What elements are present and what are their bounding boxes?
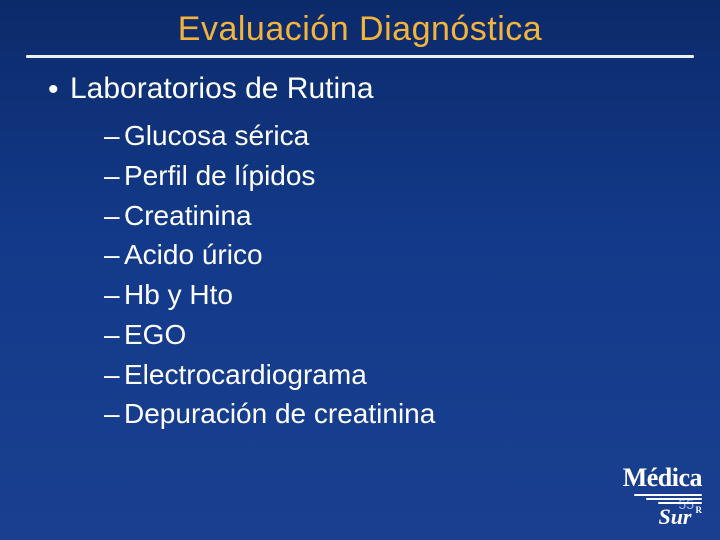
- level2-text: Electrocardiograma: [124, 359, 367, 390]
- level2-item: – Glucosa sérica: [104, 116, 680, 156]
- level2-text: EGO: [124, 319, 186, 350]
- level2-item: – Creatinina: [104, 196, 680, 236]
- logo-line1: Médica: [623, 465, 702, 491]
- dash-icon: –: [104, 196, 124, 236]
- level2-item: – Electrocardiograma: [104, 355, 680, 395]
- slide: Evaluación Diagnóstica •Laboratorios de …: [0, 0, 720, 540]
- level1-text: Laboratorios de Rutina: [70, 72, 374, 105]
- dash-icon: –: [104, 156, 124, 196]
- level2-text: Acido úrico: [124, 239, 263, 270]
- level2-text: Perfil de lípidos: [124, 160, 315, 191]
- level2-item: – EGO: [104, 315, 680, 355]
- level2-item: – Hb y Hto: [104, 275, 680, 315]
- level2-text: Creatinina: [124, 200, 252, 231]
- slide-title: Evaluación Diagnóstica: [0, 0, 720, 49]
- dash-icon: –: [104, 275, 124, 315]
- level2-item: – Depuración de creatinina: [104, 394, 680, 434]
- level2-item: – Perfil de lípidos: [104, 156, 680, 196]
- level2-text: Hb y Hto: [124, 279, 233, 310]
- level2-text: Depuración de creatinina: [124, 398, 435, 429]
- logo-lines-icon: [623, 494, 702, 504]
- level2-text: Glucosa sérica: [124, 120, 309, 151]
- dash-icon: –: [104, 315, 124, 355]
- dash-icon: –: [104, 116, 124, 156]
- level2-list: – Glucosa sérica– Perfil de lípidos– Cre…: [48, 116, 680, 434]
- dash-icon: –: [104, 235, 124, 275]
- level1-item: •Laboratorios de Rutina: [48, 72, 680, 106]
- level2-item: – Acido úrico: [104, 235, 680, 275]
- dash-icon: –: [104, 355, 124, 395]
- slide-content: •Laboratorios de Rutina – Glucosa sérica…: [0, 58, 720, 434]
- dash-icon: –: [104, 394, 124, 434]
- logo-line2: SurR: [623, 506, 702, 528]
- logo: Médica SurR: [623, 465, 702, 528]
- bullet-icon: •: [48, 75, 70, 105]
